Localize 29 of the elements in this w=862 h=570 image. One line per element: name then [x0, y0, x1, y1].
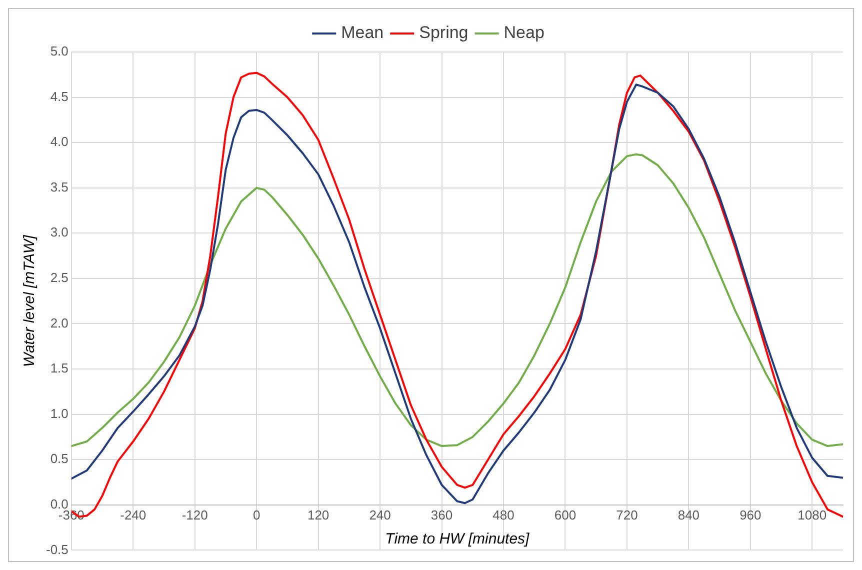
y-tick-label: 2.0 — [50, 315, 68, 330]
y-tick-label: 4.5 — [50, 88, 68, 104]
y-tick-label: 0.0 — [50, 496, 68, 512]
x-tick-label: -240 — [120, 507, 146, 522]
legend-label: Spring — [419, 23, 468, 42]
y-tick-label: 5.0 — [50, 44, 68, 59]
y-tick-label: 4.0 — [50, 134, 68, 150]
legend-label: Neap — [504, 23, 544, 42]
y-tick-label: -0.5 — [46, 542, 68, 557]
legend-label: Mean — [341, 23, 384, 42]
x-tick-label: 0 — [252, 507, 260, 522]
y-tick-label: 1.0 — [50, 406, 68, 421]
x-tick-label: 360 — [430, 507, 453, 522]
x-tick-label: -120 — [182, 507, 208, 522]
x-tick-label: 120 — [307, 507, 330, 522]
y-tick-label: 1.5 — [50, 360, 68, 376]
x-tick-label: 960 — [740, 507, 762, 522]
y-tick-label: 3.0 — [50, 224, 68, 240]
y-tick-label: 0.5 — [50, 451, 68, 466]
x-tick-label: 600 — [554, 507, 576, 522]
x-tick-label: 240 — [369, 507, 391, 522]
y-tick-label: 3.5 — [50, 179, 68, 194]
x-axis-title: Time to HW [minutes] — [385, 530, 530, 548]
y-axis-title: Water level [mTAW] — [21, 234, 38, 367]
x-tick-label: 480 — [492, 507, 514, 522]
x-tick-label: 840 — [678, 507, 700, 522]
y-tick-label: 2.5 — [50, 270, 68, 286]
x-tick-label: 720 — [616, 507, 638, 522]
x-tick-label: 1080 — [798, 507, 827, 522]
